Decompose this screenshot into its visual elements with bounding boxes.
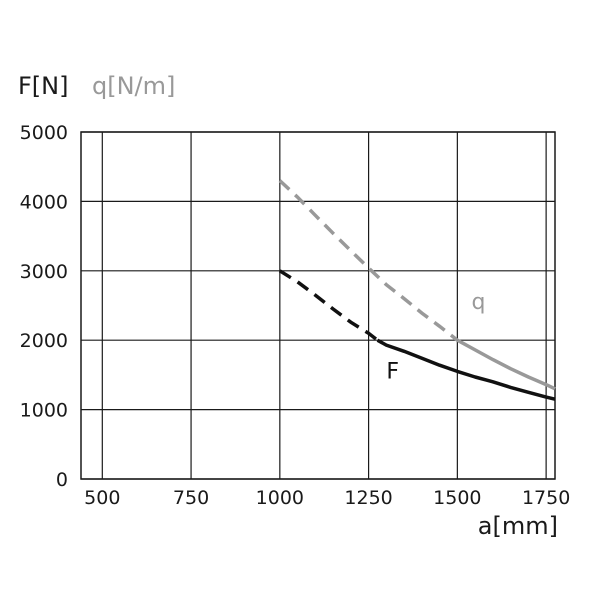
y-tick-label: 5000: [20, 122, 68, 144]
plot-frame: [80, 131, 556, 480]
grid: [80, 131, 556, 480]
y-tick-label: 1000: [20, 400, 68, 422]
series-q-label: q: [472, 290, 486, 315]
series-f-dashed-line: [278, 269, 379, 342]
y-axis-title-f: F[N]: [18, 72, 68, 100]
x-tick-label: 1500: [433, 487, 481, 509]
x-tick-label: 1000: [256, 487, 304, 509]
series-f-solid-line: [376, 338, 556, 401]
x-tick-label: 500: [84, 487, 120, 509]
y-tick-label: 3000: [20, 261, 68, 283]
x-tick-label: 1250: [344, 487, 392, 509]
series-layer: Fq: [278, 179, 556, 401]
series-q-dashed-line: [278, 179, 459, 342]
series-q-solid-line: [456, 338, 556, 391]
y-tick-label: 0: [56, 469, 68, 491]
y-tick-label: 4000: [20, 191, 68, 213]
x-axis-title: a[mm]: [478, 512, 558, 540]
y-axis-title-q: q[N/m]: [92, 72, 175, 100]
y-tick-label: 2000: [20, 330, 68, 352]
x-tick-label: 1750: [522, 487, 570, 509]
series-f-label: F: [386, 359, 399, 384]
x-tick-label: 750: [173, 487, 209, 509]
tick-layer: 0 1000 2000 3000 4000 5000 500 750 1000 1250 1500 1…: [20, 122, 571, 509]
